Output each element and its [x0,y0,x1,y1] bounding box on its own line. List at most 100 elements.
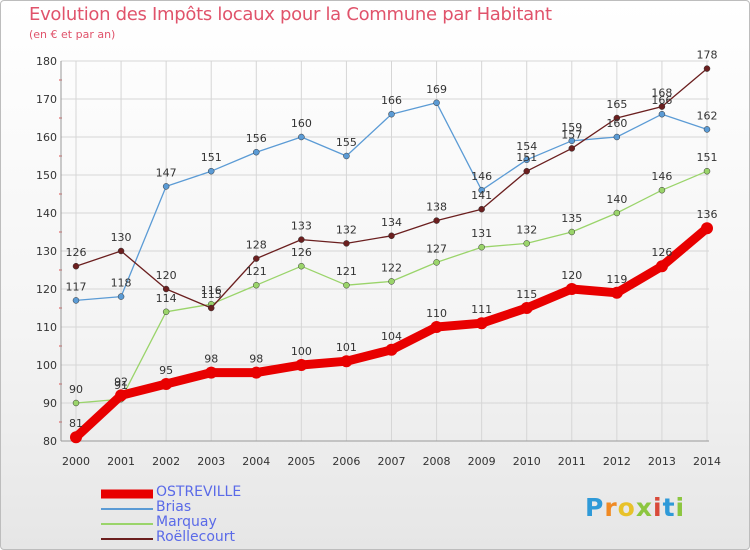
legend-swatch [101,489,153,498]
logo-letter: r [604,493,618,522]
data-point [703,167,711,175]
x-tick-label: 2009 [468,455,496,468]
data-labels: 81 92 95 98 98 100 101 104 110 111 115 120 119 126 136… [66,49,718,431]
data-point [340,355,353,368]
data-point [205,366,218,379]
data-point [298,236,305,243]
x-tick-label: 2001 [107,455,135,468]
data-label: 162 [697,109,718,122]
data-label: 122 [381,261,402,274]
data-point [207,304,215,312]
data-label: 151 [516,151,537,164]
data-point [703,126,711,133]
data-label: 91 [114,379,128,392]
legend-label: Marquay [156,514,217,530]
data-point [613,114,621,122]
data-label: 114 [156,292,177,305]
data-label: 156 [246,132,267,145]
y-tick-label: 150 [36,169,57,182]
data-label: 126 [66,246,87,259]
data-label: 141 [471,189,492,202]
data-point [343,281,350,289]
data-point [433,217,440,224]
data-point [523,240,530,247]
x-tick-label: 2010 [513,455,541,468]
data-point [703,65,711,72]
y-tick-label: 140 [36,207,57,220]
data-label: 98 [249,353,263,366]
data-point [478,243,485,251]
data-label: 126 [651,246,672,259]
data-point [478,186,485,194]
y-tick-label: 80 [43,435,57,448]
data-label: 118 [111,277,132,290]
x-tick-label: 2012 [603,455,631,468]
data-point [523,156,530,164]
data-label: 100 [291,345,312,358]
x-tick-label: 2014 [693,455,721,468]
grid [61,60,709,442]
logo-letter: x [635,493,653,522]
data-point [298,133,305,141]
y-tick-label: 180 [36,55,57,68]
data-label: 130 [111,231,132,244]
x-tick-label: 2003 [197,455,225,468]
data-label: 132 [516,223,537,236]
data-label: 165 [606,98,627,111]
data-point [388,278,395,285]
data-label: 151 [697,151,718,164]
chart-subtitle: (en € et par an) [29,28,116,41]
data-point [568,228,576,236]
data-point [385,343,398,356]
data-point [701,222,713,235]
data-label: 121 [336,265,357,278]
data-label: 147 [156,166,177,179]
data-label: 169 [426,83,447,96]
data-point [295,359,308,371]
data-label: 120 [561,269,582,282]
data-point [253,255,260,262]
data-label: 132 [336,223,357,236]
data-label: 131 [471,227,492,240]
x-tick-label: 2007 [378,455,406,468]
data-point [162,183,170,190]
data-label: 116 [201,284,222,297]
data-point [72,297,80,304]
logo-letter: t [662,493,676,522]
data-point [298,262,305,270]
data-label: 92 [114,375,128,388]
data-label: 127 [426,242,447,255]
data-point [520,302,533,314]
logo-letter: i [675,493,686,522]
x-tick-label: 2005 [287,455,315,468]
data-label: 120 [156,269,177,282]
data-point [70,431,82,444]
legend-label: Roëllecourt [156,529,236,545]
y-tick-label: 130 [36,245,57,258]
legend-label: Brias [156,499,192,515]
x-tick-label: 2002 [152,455,180,468]
x-tick-label: 2008 [423,455,451,468]
data-label: 81 [69,417,83,430]
data-label: 155 [336,136,357,149]
data-point [250,366,263,379]
data-point [613,209,621,217]
x-tick-label: 2013 [648,455,676,468]
data-point [343,240,350,247]
data-label: 90 [69,383,83,396]
data-point [433,99,440,107]
data-label: 119 [606,273,627,286]
data-label: 104 [381,330,402,343]
x-tick-label: 2006 [332,455,360,468]
data-label: 166 [651,94,672,107]
data-label: 111 [471,303,492,316]
data-label: 115 [201,288,222,301]
proxiti-logo: Proxiti [585,493,685,522]
data-point [655,260,668,273]
data-point [343,152,350,160]
data-label: 117 [66,280,87,293]
data-label: 128 [246,239,267,252]
data-label: 95 [159,364,173,377]
data-point [430,321,443,333]
